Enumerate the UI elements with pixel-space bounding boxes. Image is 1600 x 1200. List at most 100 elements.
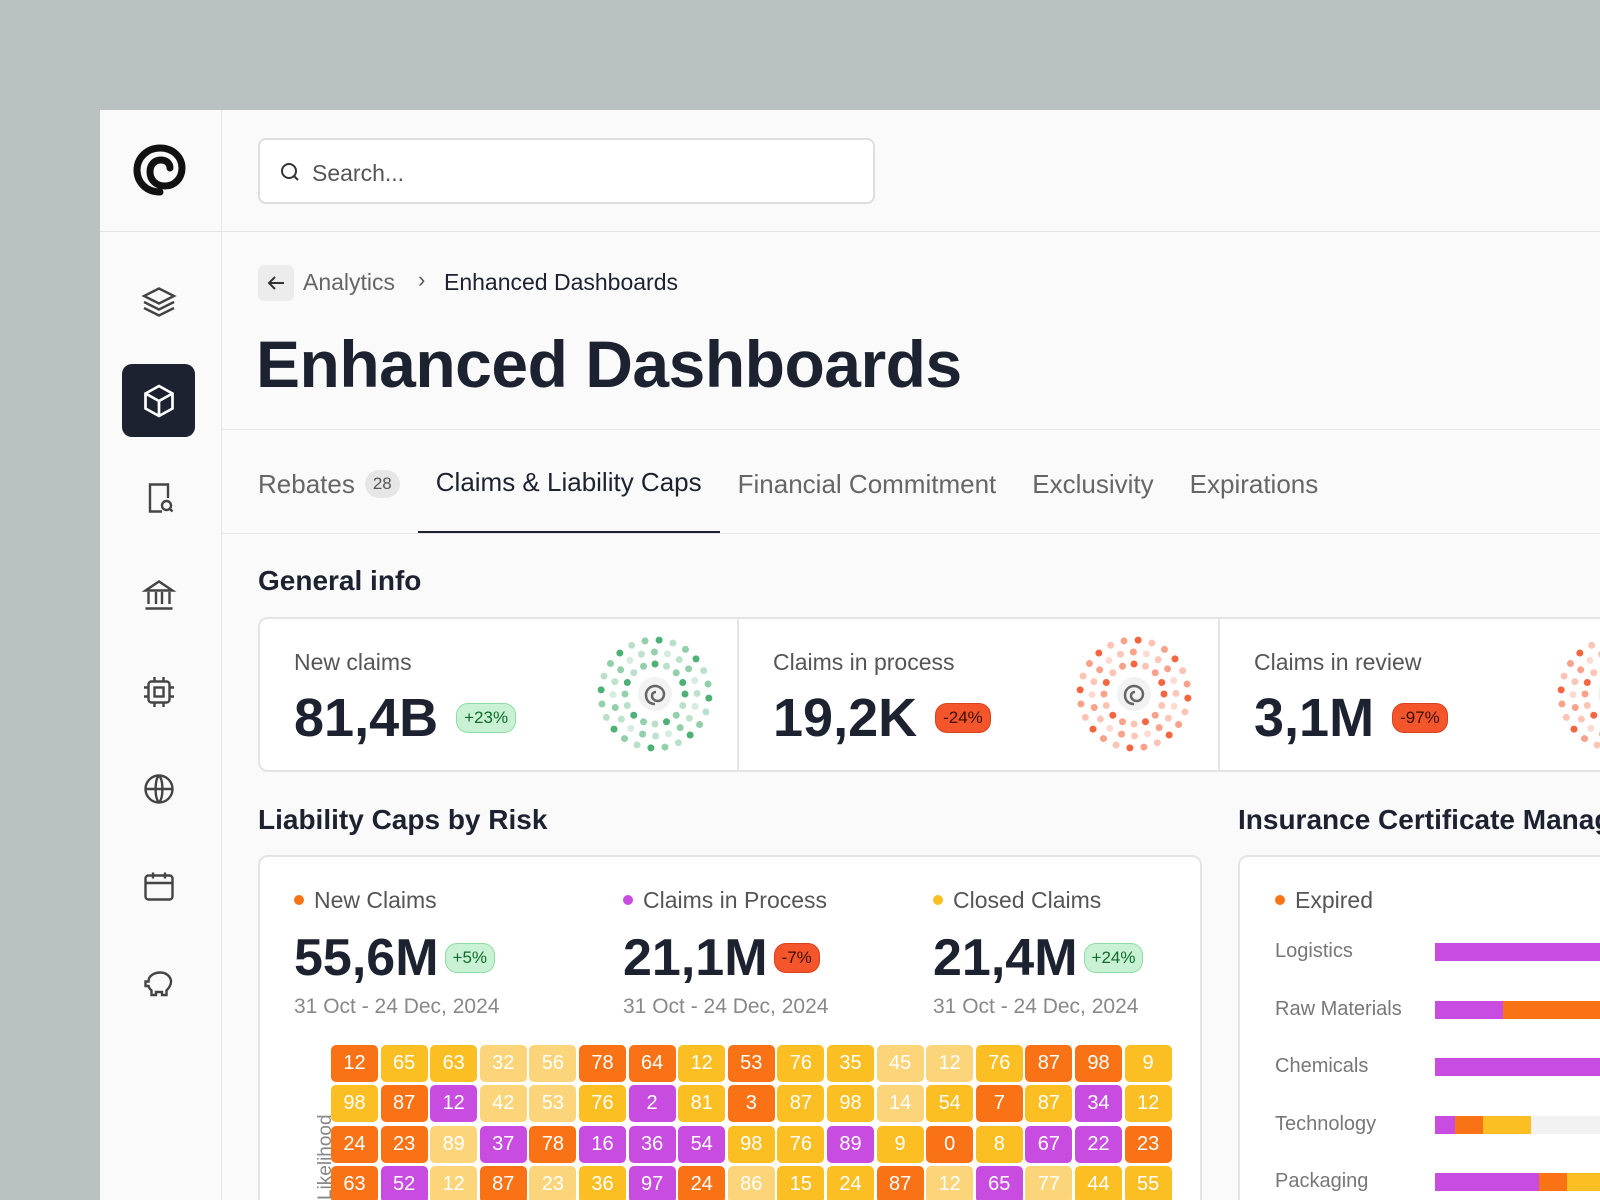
ring-dot <box>621 690 629 698</box>
section-title: Insurance Certificate Management <box>1238 804 1600 835</box>
ring-dot <box>1160 645 1168 653</box>
heatmap-cell: 55 <box>1124 1166 1172 1200</box>
ring-dot <box>1130 720 1138 728</box>
heatmap-cell: 32 <box>479 1045 527 1082</box>
heatmap-cell: 76 <box>579 1085 626 1123</box>
heatmap-cell: 12 <box>926 1166 974 1200</box>
nav-bank[interactable] <box>122 558 195 631</box>
app: Search... Analytics › Enhanced Dashboard… <box>100 110 1600 1200</box>
tab[interactable]: Rebates 28 <box>240 434 418 534</box>
ring-dot <box>1120 637 1128 645</box>
nav-calendar[interactable] <box>122 849 195 922</box>
ring-dot <box>1164 665 1172 673</box>
ring-dot <box>602 713 610 721</box>
ring-dot <box>685 714 693 722</box>
nav-box[interactable] <box>122 364 195 437</box>
heatmap-cell: 63 <box>331 1166 378 1200</box>
nav-layers[interactable] <box>122 265 195 338</box>
ring-dot <box>640 662 648 670</box>
ring-dot <box>1577 666 1585 674</box>
ring-dot <box>633 741 641 749</box>
search-placeholder: Search... <box>312 160 405 186</box>
ring-dot <box>1077 700 1085 708</box>
tab[interactable]: Financial Commitment <box>720 434 1015 534</box>
nav-globe[interactable] <box>122 752 195 825</box>
heatmap-cell: 97 <box>628 1166 676 1200</box>
metric-change: +24% <box>1083 943 1144 973</box>
insurance-card <box>1238 855 1600 1200</box>
category-label: Chemicals <box>1275 1055 1369 1077</box>
tab[interactable]: Expirations <box>1172 434 1337 534</box>
ring-dot <box>655 636 663 644</box>
ring-dot <box>674 739 682 747</box>
heatmap-cell: 23 <box>380 1125 428 1163</box>
metric-change: +5% <box>444 943 496 973</box>
metric-value: 21,4M <box>933 929 1078 987</box>
nav-chip[interactable] <box>122 655 195 728</box>
heatmap-cell: 87 <box>1025 1085 1073 1123</box>
ring-dot <box>1587 724 1595 732</box>
ring-logo <box>644 684 666 706</box>
heatmap-cell: 0 <box>926 1125 974 1163</box>
ring-dot <box>1583 701 1591 709</box>
breadcrumb-parent[interactable]: Analytics <box>303 269 396 295</box>
ring-dot <box>1076 686 1084 694</box>
bar-segment <box>1435 1058 1600 1076</box>
tab-label: Expirations <box>1189 468 1319 499</box>
ring-dot <box>1090 704 1098 712</box>
bar-segment <box>1435 1173 1539 1191</box>
tab[interactable]: Claims & Liability Caps <box>417 434 720 534</box>
ring-dot <box>665 730 673 738</box>
ring-dot <box>1130 660 1138 668</box>
ring-dot <box>1140 743 1148 751</box>
section-title: Liability Caps by Risk <box>258 804 548 835</box>
heatmap-cell: 65 <box>380 1045 428 1082</box>
stat-label: Claims in review <box>1254 649 1422 675</box>
ring-dot <box>1131 732 1139 740</box>
stat-change: +23% <box>456 703 517 733</box>
ring-dot <box>1134 636 1142 644</box>
ring-dot <box>669 639 677 647</box>
search-box[interactable]: Search... <box>258 138 875 204</box>
heatmap-cell: 54 <box>678 1125 726 1163</box>
ring-dot <box>663 650 671 658</box>
heatmap-cell: 87 <box>380 1085 428 1123</box>
ring-dot <box>1102 701 1110 709</box>
heatmap-cell: 64 <box>628 1045 676 1082</box>
logo[interactable] <box>132 144 188 196</box>
legend-label: Expired <box>1295 887 1373 913</box>
ring-dot <box>693 689 701 697</box>
tab-label: Rebates <box>258 468 355 499</box>
heatmap-cell: 98 <box>727 1125 775 1163</box>
tab[interactable]: Exclusivity <box>1014 434 1171 534</box>
nav-search-doc[interactable] <box>122 461 195 534</box>
ring-dot <box>611 678 619 686</box>
ring-dot <box>630 669 638 677</box>
ring-dot <box>651 720 659 728</box>
ring-dot <box>1126 744 1134 752</box>
ring-dot <box>637 650 645 658</box>
ring-dot <box>1096 715 1104 723</box>
tab-label: Claims & Liability Caps <box>435 467 702 497</box>
bar-segment <box>1455 1115 1483 1134</box>
ring-dot <box>1566 660 1574 668</box>
ring-dot <box>661 743 669 751</box>
breadcrumb-current: Enhanced Dashboards <box>444 269 678 295</box>
heatmap-cell: 67 <box>1025 1125 1073 1163</box>
back-button[interactable] <box>258 265 294 301</box>
bar-segment <box>1539 1173 1567 1191</box>
heatmap-cell: 23 <box>529 1166 577 1200</box>
ring-dot <box>675 656 683 664</box>
ring-dot <box>1557 686 1565 694</box>
stat-card: New claims 81,4B +23% <box>258 617 739 772</box>
ring-dot <box>1170 702 1178 710</box>
ring-dot <box>1571 704 1579 712</box>
heatmap-cell: 78 <box>579 1045 626 1082</box>
nav-piggy[interactable] <box>122 946 195 1019</box>
heatmap-cell: 87 <box>876 1166 924 1200</box>
ring-dot <box>1144 730 1152 738</box>
ring-dot <box>1109 711 1117 719</box>
heatmap-cell: 16 <box>579 1125 626 1163</box>
legend-dot <box>623 895 633 905</box>
ring-dot <box>692 655 700 663</box>
